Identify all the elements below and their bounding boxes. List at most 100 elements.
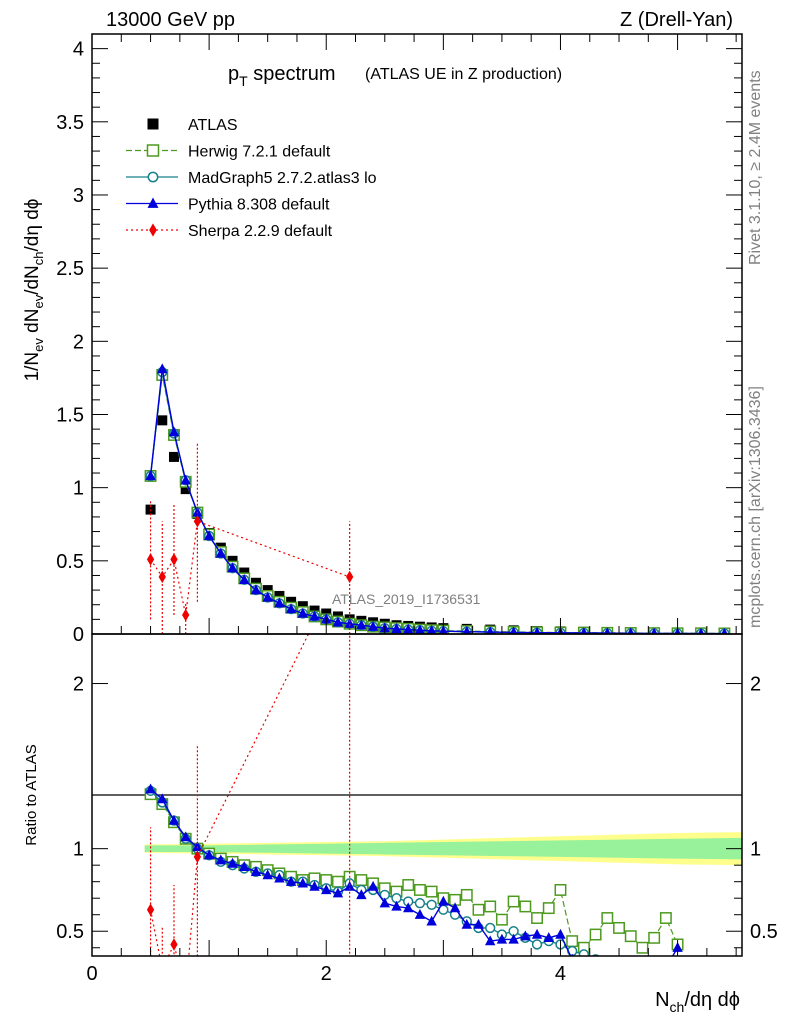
herwig-ratio-line: [150, 793, 679, 949]
herwig-ratio-point: [601, 912, 614, 924]
pythia-ratio-point: [508, 933, 519, 944]
herwig-ratio-point: [613, 921, 625, 934]
sherpa-ratio-point: [182, 986, 189, 998]
legend-herwig-label: Herwig 7.2.1 default: [188, 144, 331, 161]
atlas-main-point: [180, 484, 191, 495]
pythia-ratio-point: [555, 928, 566, 939]
pythia-ratio-point: [356, 889, 367, 900]
pythia-ratio-point: [250, 866, 262, 876]
legend-pythia-marker: [147, 197, 159, 208]
herwig-ratio-point: [624, 930, 637, 943]
pythia-ratio-point: [332, 887, 344, 898]
main-ytick-label: 3.5: [56, 112, 84, 134]
pythia-ratio-point: [449, 902, 461, 913]
pythia-main-point: [486, 626, 495, 634]
madgraph5-ratio-point: [673, 966, 682, 975]
pythia-ratio-point: [262, 869, 273, 880]
madgraph5-ratio-point: [485, 922, 496, 934]
madgraph5-ratio-point: [661, 960, 670, 969]
herwig-ratio-point: [331, 875, 344, 888]
xtick-label: 4: [555, 963, 566, 985]
pythia-main-point: [356, 619, 367, 630]
pythia-ratio-point: [192, 841, 203, 852]
pythia-ratio-point: [227, 857, 238, 868]
ratio-frame: [91, 633, 743, 957]
pythia-ratio-point: [344, 880, 355, 891]
pythia-main-point: [580, 627, 588, 634]
pythia-main-point: [145, 470, 156, 481]
madgraph5-ratio-point: [414, 897, 426, 909]
sherpa-main-point: [170, 553, 178, 566]
pythia-ratio-point: [438, 895, 449, 906]
pythia-main-point: [603, 627, 611, 634]
pythia-ratio-point: [145, 783, 156, 794]
pythia-main-point: [180, 474, 191, 485]
madgraph5-ratio-line: [150, 790, 590, 956]
herwig-ratio-point: [425, 885, 438, 898]
legend-madgraph5-marker: [147, 171, 159, 183]
legend-atlas-marker: [147, 118, 159, 130]
pythia-ratio-point: [614, 967, 624, 977]
pythia-ratio-point: [180, 831, 191, 842]
axis-ticks: 00.511.522.533.540.5 0.51 12 20 2 4: [56, 34, 778, 985]
pythia-ratio-point: [215, 854, 227, 865]
pythia-ratio-point: [484, 935, 496, 946]
pythia-main-point: [509, 626, 518, 634]
sherpa-ratio-point: [170, 938, 178, 951]
pythia-main-point: [627, 627, 635, 634]
pythia-main-point: [168, 426, 180, 437]
pythia-ratio-point: [602, 963, 612, 973]
pythia-main-point: [426, 625, 437, 634]
pythia-main-point: [215, 547, 227, 558]
main-ytick-label: 0.5: [56, 551, 84, 573]
sherpa-ratio-point: [193, 850, 202, 864]
pythia-main-point: [262, 591, 273, 602]
main-ytick-label: 1.5: [56, 404, 84, 426]
madgraph5-ratio-point: [578, 949, 590, 956]
herwig-ratio-point: [519, 900, 532, 913]
pythia-ratio-point: [379, 897, 390, 908]
pythia-ratio-point: [274, 872, 285, 883]
pythia-ratio-point: [649, 963, 659, 973]
pythia-main-point: [391, 623, 402, 634]
herwig-ratio-point: [648, 931, 661, 944]
sherpa-main-point: [346, 570, 354, 584]
herwig-ratio-point: [659, 912, 672, 924]
pythia-ratio-point: [579, 959, 589, 969]
pythia-main-point: [203, 530, 215, 541]
herwig-ratio-point: [484, 900, 497, 913]
main-ytick-label: 2: [73, 331, 84, 353]
pythia-ratio-point: [496, 933, 508, 944]
pythia-ratio-line: [150, 788, 679, 956]
mcplots-label: mcplots.cern.ch [arXiv:1306.3436]: [747, 386, 764, 628]
plot-title: pT spectrum: [228, 63, 336, 89]
herwig-ratio-point: [554, 883, 567, 896]
herwig-ratio-point: [542, 902, 555, 915]
pythia-main-point: [332, 616, 344, 627]
sherpa-ratio-point: [159, 963, 166, 975]
pythia-ratio-point: [414, 908, 426, 919]
legend: ATLAS Herwig 7.2.1 default MadGraph5 2.7.2…: [126, 117, 377, 240]
pythia-ratio-point: [239, 861, 250, 871]
main-ytick-label: 1: [73, 478, 84, 500]
pythia-ratio-point: [391, 900, 402, 911]
madgraph5-ratio-point: [426, 899, 437, 910]
pythia-ratio-point: [543, 932, 554, 942]
herwig-ratio-point: [636, 941, 649, 954]
ratio-plot-area: [144, 634, 684, 998]
pythia-main-point: [344, 618, 355, 628]
pythia-ratio-point: [426, 915, 437, 926]
pythia-ratio-point: [168, 814, 180, 825]
pythia-main-point: [650, 627, 658, 634]
pythia-main-point: [414, 624, 425, 634]
pythia-main-point: [239, 574, 250, 585]
herwig-ratio-point: [460, 888, 473, 901]
plot-subtitle: (ATLAS UE in Z production): [365, 66, 562, 83]
pythia-ratio-point: [626, 965, 636, 975]
atlas-main-point: [168, 451, 179, 462]
pythia-ratio-point: [637, 965, 647, 975]
pythia-ratio-point: [661, 962, 671, 972]
sherpa-main-point: [193, 515, 202, 528]
ratio-ytick-label: 1: [73, 839, 84, 861]
